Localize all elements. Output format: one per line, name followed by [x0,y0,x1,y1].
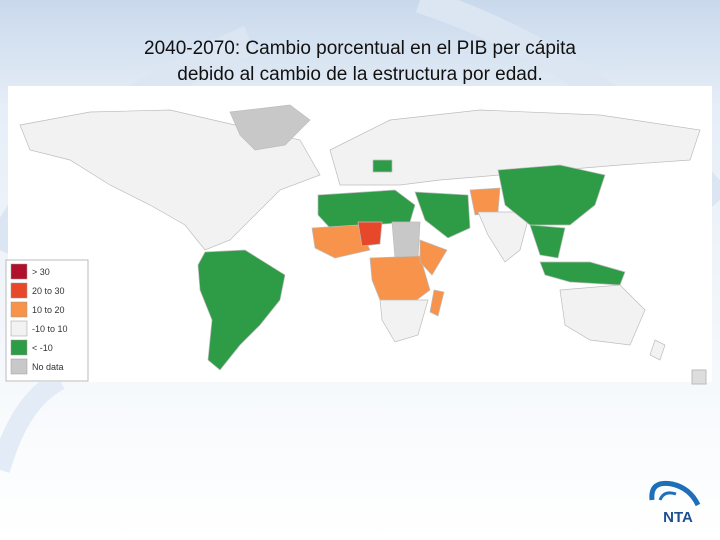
eurasia-north [329,109,701,186]
legend: > 30 20 to 30 10 to 20 -10 to 10 < -10 No dat… [5,259,89,382]
legend-label: -10 to 10 [32,324,68,334]
west-africa [311,224,371,259]
niger [357,221,383,247]
legend-swatch [10,320,28,337]
title-line: 2040-2070: Cambio porcentual en el PIB p… [144,38,576,59]
legend-swatch [10,301,28,318]
legend-label: 10 to 20 [32,305,65,315]
sudan [391,221,421,259]
southern-africa [379,299,429,343]
legend-swatch [10,282,28,299]
middle-east [414,191,471,239]
logo-text: NTA [663,509,693,526]
south-america [197,249,286,371]
countries [19,104,701,371]
east-africa [419,239,448,276]
china [497,164,606,226]
legend-label: > 30 [32,267,50,277]
afghanistan [469,187,501,216]
title-line: debido al cambio de la estructura por ed… [177,64,543,85]
legend-swatch [10,263,28,280]
legend-swatch [10,339,28,356]
southeast-asia [529,224,566,259]
legend-label: 20 to 30 [32,286,65,296]
slide-title: 2040-2070: Cambio porcentual en el PIB p… [0,36,720,88]
north-america [19,109,321,251]
new-zealand [649,339,666,361]
legend-label: < -10 [32,343,53,353]
madagascar [429,289,445,317]
legend-label: No data [32,362,64,372]
greenland [229,104,311,151]
legend-swatch [10,358,28,375]
logo: NTA [649,480,701,526]
europe-green [372,159,393,173]
zoom-button[interactable] [691,369,707,385]
australia [559,284,646,346]
